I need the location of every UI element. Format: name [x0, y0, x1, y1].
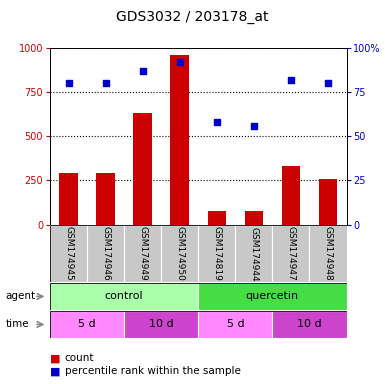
Bar — [198, 283, 346, 310]
Bar — [319, 179, 337, 225]
Point — [65, 80, 72, 86]
Point — [102, 80, 109, 86]
Point — [288, 77, 294, 83]
Text: count: count — [65, 353, 94, 363]
Bar — [273, 225, 310, 282]
Bar — [124, 311, 198, 338]
Text: GDS3032 / 203178_at: GDS3032 / 203178_at — [116, 10, 269, 23]
Bar — [198, 225, 235, 282]
Bar — [244, 210, 263, 225]
Bar — [50, 225, 87, 282]
Text: time: time — [6, 319, 29, 329]
Bar — [134, 113, 152, 225]
Point — [325, 80, 331, 86]
Text: 5 d: 5 d — [78, 319, 96, 329]
Text: GSM174944: GSM174944 — [249, 227, 258, 281]
Text: control: control — [105, 291, 144, 301]
Point — [177, 59, 183, 65]
Text: 10 d: 10 d — [149, 319, 174, 329]
Bar — [198, 311, 273, 338]
Text: ■: ■ — [50, 353, 60, 363]
Bar — [235, 225, 273, 282]
Bar — [208, 210, 226, 225]
Point — [214, 119, 220, 125]
Text: GSM174948: GSM174948 — [323, 227, 333, 281]
Bar — [171, 55, 189, 225]
Text: GSM174945: GSM174945 — [64, 227, 73, 281]
Bar — [59, 174, 78, 225]
Text: agent: agent — [6, 291, 36, 301]
Bar — [310, 225, 346, 282]
Point — [140, 68, 146, 74]
Text: GSM174946: GSM174946 — [101, 227, 110, 281]
Text: quercetin: quercetin — [246, 291, 299, 301]
Text: GSM174819: GSM174819 — [212, 227, 221, 281]
Bar — [282, 166, 300, 225]
Text: GSM174949: GSM174949 — [138, 227, 147, 281]
Text: 5 d: 5 d — [226, 319, 244, 329]
Text: GSM174947: GSM174947 — [286, 227, 295, 281]
Text: ■: ■ — [50, 366, 60, 376]
Bar — [124, 225, 161, 282]
Text: GSM174950: GSM174950 — [175, 227, 184, 281]
Text: 10 d: 10 d — [297, 319, 322, 329]
Bar — [50, 311, 124, 338]
Text: percentile rank within the sample: percentile rank within the sample — [65, 366, 241, 376]
Bar — [96, 174, 115, 225]
Bar — [87, 225, 124, 282]
Bar — [50, 283, 198, 310]
Bar — [161, 225, 198, 282]
Bar — [273, 311, 346, 338]
Point — [251, 122, 257, 129]
